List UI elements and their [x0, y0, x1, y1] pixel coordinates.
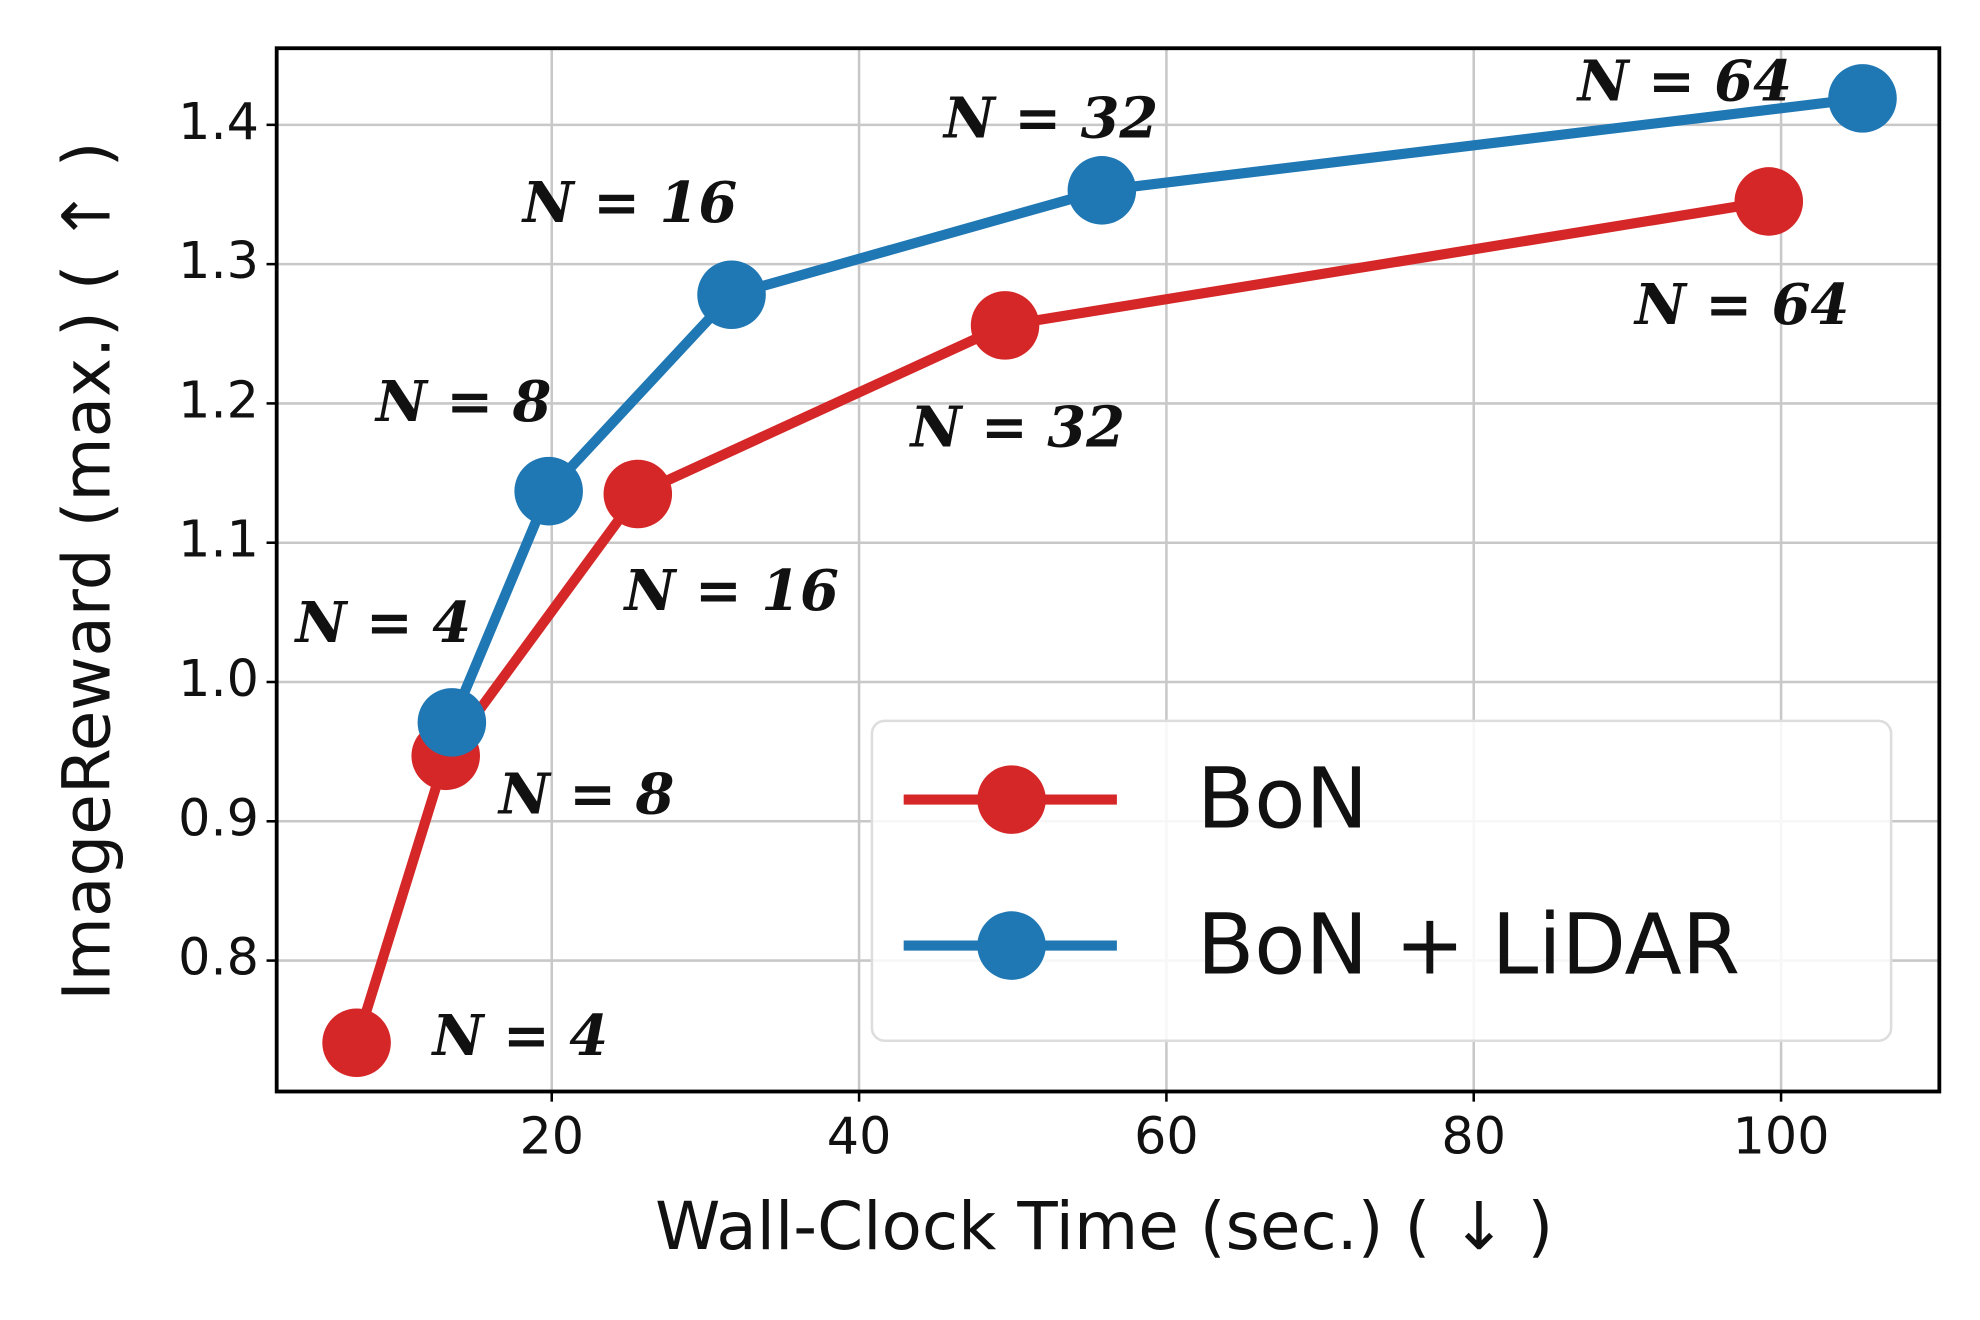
- y-tick-label: 1.4: [178, 92, 259, 151]
- marker: [603, 459, 673, 529]
- x-tick-label: 20: [519, 1107, 584, 1166]
- point-label: N = 4: [294, 591, 472, 656]
- point-label: N = 8: [497, 763, 675, 828]
- legend-label: BoN + LiDAR: [1197, 896, 1740, 994]
- legend-marker: [977, 765, 1046, 834]
- y-axis-label: ImageReward (max.) ( ↑ ): [48, 141, 125, 1000]
- point-label: N = 16: [521, 171, 737, 236]
- plot: Wall-Clock Time (sec.) ( ↓ ) ImageReward…: [48, 46, 1942, 1265]
- legend-marker: [977, 911, 1046, 980]
- marker: [514, 456, 583, 526]
- marker: [1828, 64, 1897, 133]
- x-axis-label: Wall-Clock Time (sec.) ( ↓ ): [655, 1188, 1553, 1265]
- point-label: N = 64: [1576, 49, 1792, 114]
- point-label: N = 32: [909, 396, 1125, 461]
- point-label: N = 32: [942, 87, 1158, 152]
- legend-label: BoN: [1197, 750, 1368, 848]
- point-label: N = 64: [1633, 273, 1849, 338]
- plot-frame: [274, 46, 1942, 1094]
- point-label: N = 4: [431, 1004, 609, 1069]
- y-tick-label: 1.0: [178, 649, 259, 708]
- marker: [1067, 156, 1137, 225]
- y-tick-label: 1.3: [178, 231, 259, 290]
- y-tick-label: 0.9: [178, 788, 259, 847]
- y-tick-label: 1.1: [178, 510, 259, 569]
- x-tick-label: 40: [827, 1107, 892, 1166]
- x-tick-label: 60: [1134, 1107, 1199, 1166]
- x-tick-label: 100: [1733, 1107, 1830, 1166]
- point-label: N = 16: [623, 559, 839, 624]
- x-tick-label: 80: [1441, 1107, 1506, 1166]
- y-tick-label: 1.2: [178, 370, 259, 429]
- point-label: N = 8: [374, 370, 552, 435]
- marker: [322, 1008, 391, 1078]
- marker: [1734, 167, 1804, 236]
- y-tick-label: 0.8: [178, 928, 259, 987]
- legend-box: [870, 719, 1893, 1043]
- marker: [697, 260, 766, 330]
- marker: [970, 291, 1040, 360]
- marker: [417, 688, 487, 757]
